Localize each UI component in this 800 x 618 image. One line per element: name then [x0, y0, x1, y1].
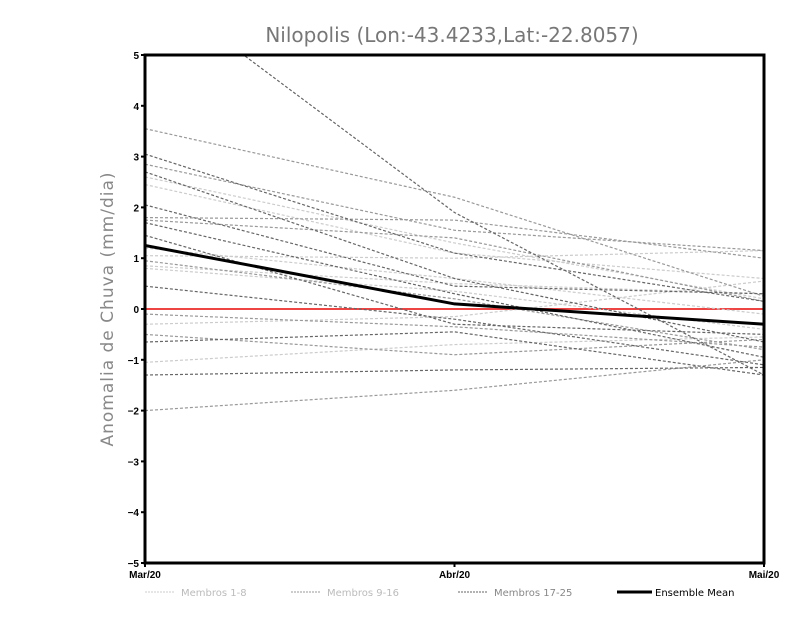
y-tick-label: 4 [133, 102, 139, 113]
member-line-2-6 [145, 333, 764, 356]
member-line-2-7 [145, 359, 764, 412]
member-line-3-8 [145, 331, 764, 376]
x-tick-label: Mai/20 [749, 570, 780, 581]
legend: Membros 1-8 Membros 9-16 Membros 17-25 Ense… [145, 588, 734, 599]
legend-label: Membros 1-8 [181, 588, 247, 599]
legend-label: Ensemble Mean [655, 588, 734, 599]
y-ticks: −5 −4 −3 −2 −1 0 1 2 3 4 5 [128, 51, 145, 570]
y-tick-label: −3 [128, 457, 140, 468]
x-tick-label: Abr/20 [439, 570, 471, 581]
member-line-3-7 [145, 285, 764, 366]
x-tick-label: Mar/20 [129, 570, 161, 581]
member-line-2-5 [145, 313, 764, 348]
member-line-2-1 [145, 128, 764, 297]
y-tick-label: −2 [128, 407, 140, 418]
member-line-2-2 [145, 163, 764, 252]
member-line-2-8 [145, 219, 764, 302]
y-tick-label: 5 [133, 51, 139, 62]
x-ticks: Mar/20 Abr/20 Mai/20 [129, 563, 780, 581]
member-line-1-4 [145, 265, 764, 295]
member-line-3-5 [145, 222, 764, 358]
y-axis-label: Anomalia de Chuva (mm/dia) [98, 171, 118, 446]
legend-label: Membros 9-16 [327, 588, 399, 599]
y-tick-label: 0 [133, 305, 139, 316]
member-line-3-2 [145, 153, 764, 302]
member-line-2-4 [145, 260, 764, 351]
legend-label: Membros 17-25 [494, 588, 572, 599]
member-line-1-3 [145, 249, 764, 259]
y-tick-label: −5 [128, 559, 140, 570]
y-tick-label: −1 [128, 356, 140, 367]
member-line-3-3 [145, 171, 764, 343]
member-line-1-7 [145, 336, 764, 363]
member-line-2-3 [145, 216, 764, 259]
member-line-3-1 [242, 55, 764, 376]
series-layer [145, 55, 764, 412]
member-line-3-9 [145, 366, 764, 376]
member-line-1-1 [145, 183, 764, 280]
chart-title: Nilopolis (Lon:-43.4233,Lat:-22.8057) [265, 23, 638, 47]
y-tick-label: −4 [128, 508, 140, 519]
y-tick-label: 3 [133, 153, 139, 164]
ensemble-mean-line [145, 244, 764, 326]
member-line-1-6 [145, 280, 764, 325]
member-line-1-5 [145, 267, 764, 330]
y-tick-label: 1 [133, 254, 139, 265]
y-tick-label: 2 [133, 203, 139, 214]
member-line-3-4 [145, 204, 764, 295]
